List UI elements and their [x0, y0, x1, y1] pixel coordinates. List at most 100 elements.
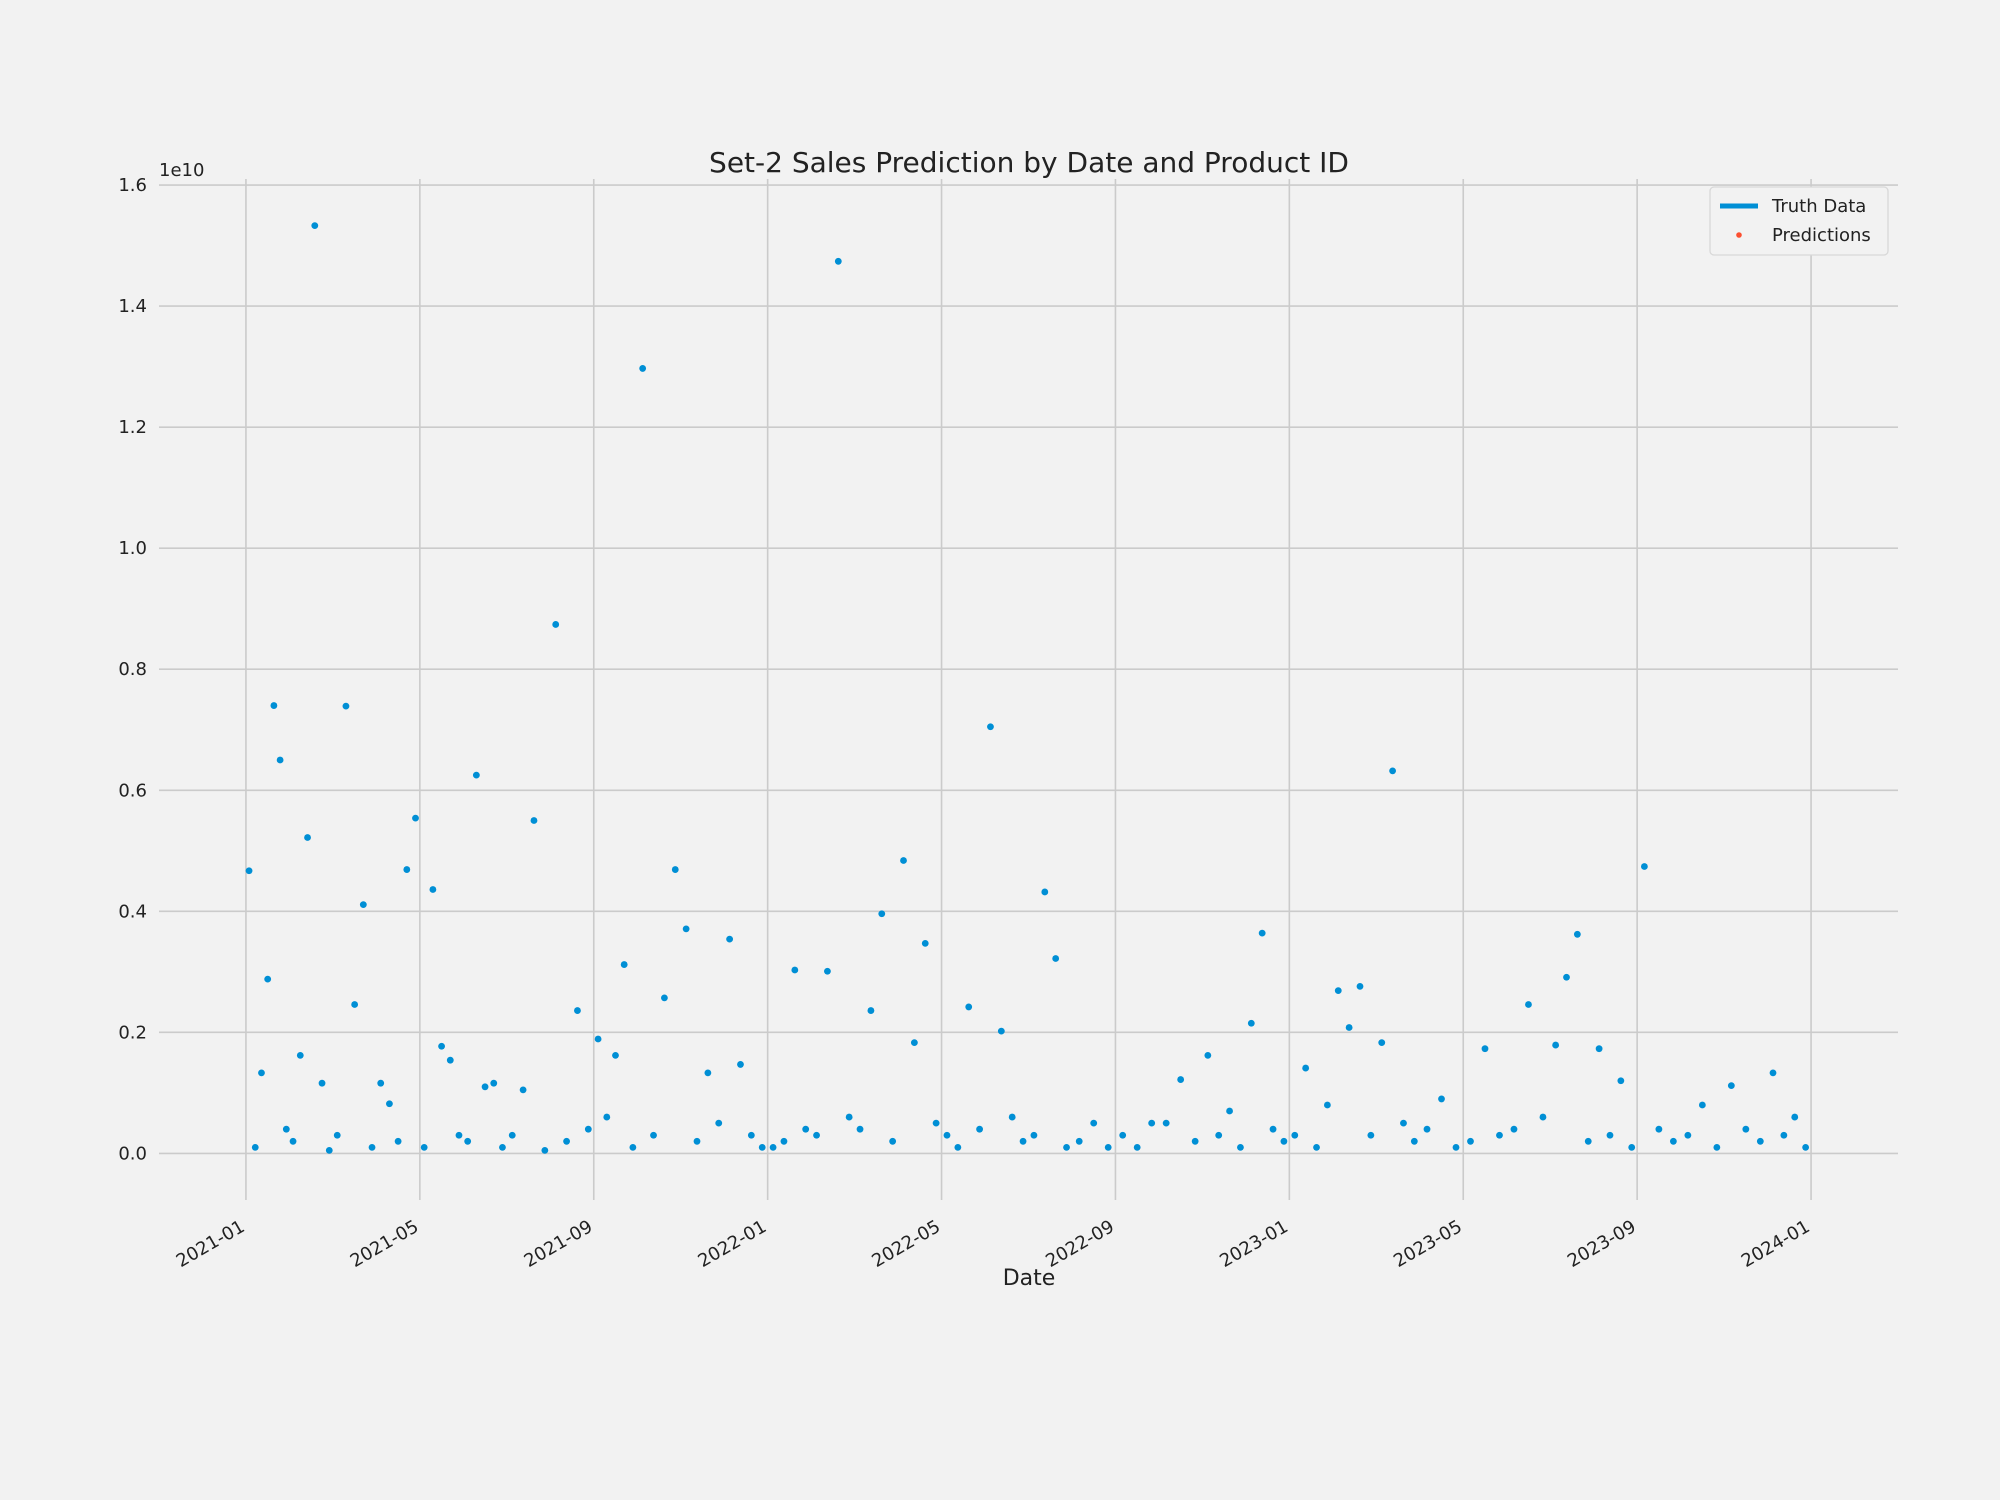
data-point	[1628, 1143, 1636, 1151]
data-point	[1291, 1131, 1299, 1139]
data-point	[1640, 863, 1648, 870]
data-point	[758, 1143, 766, 1151]
data-point	[824, 967, 831, 975]
data-point	[1684, 1131, 1692, 1139]
data-point	[682, 925, 690, 933]
data-point	[671, 866, 679, 873]
data-point	[584, 1125, 592, 1133]
data-point	[780, 1137, 788, 1145]
data-point	[1008, 1113, 1016, 1121]
data-point	[747, 1131, 755, 1139]
data-point	[1780, 1131, 1788, 1139]
data-point	[1400, 1119, 1407, 1127]
data-point	[359, 901, 367, 909]
data-point	[737, 1061, 744, 1068]
data-point	[1367, 1131, 1375, 1139]
data-point	[987, 723, 994, 731]
data-point	[251, 1143, 259, 1151]
data-point	[1655, 1125, 1663, 1133]
data-point	[311, 222, 319, 230]
data-point	[264, 975, 272, 983]
data-point	[1769, 1069, 1777, 1077]
data-point	[650, 1131, 657, 1139]
data-point	[1510, 1125, 1518, 1133]
data-point	[318, 1079, 326, 1087]
data-point	[1467, 1137, 1474, 1145]
data-point	[1133, 1143, 1141, 1151]
data-point	[813, 1131, 820, 1139]
data-point	[1075, 1137, 1083, 1145]
data-point	[878, 910, 886, 918]
data-point	[1119, 1131, 1127, 1139]
data-point	[802, 1125, 810, 1133]
data-point	[603, 1113, 611, 1121]
data-point	[245, 867, 253, 875]
data-point	[932, 1119, 940, 1127]
data-point	[954, 1143, 962, 1151]
data-point	[438, 1042, 445, 1050]
data-point	[1148, 1119, 1156, 1127]
data-point	[1727, 1082, 1735, 1090]
data-point	[508, 1131, 516, 1139]
data-point	[333, 1131, 341, 1139]
data-point	[1563, 973, 1570, 981]
data-point	[1204, 1051, 1212, 1059]
y-tick-label: 1.6	[118, 175, 147, 196]
data-point	[574, 1007, 581, 1014]
data-point	[1539, 1113, 1547, 1121]
data-point	[1215, 1131, 1223, 1139]
data-point	[704, 1069, 712, 1077]
data-point	[1669, 1137, 1677, 1145]
data-point	[368, 1143, 376, 1151]
data-point	[1389, 767, 1397, 775]
data-point	[834, 257, 842, 265]
data-point	[1452, 1143, 1460, 1151]
data-point	[943, 1131, 951, 1139]
data-point	[552, 621, 560, 628]
data-point	[377, 1079, 385, 1087]
data-point	[900, 857, 907, 864]
data-point	[1030, 1131, 1038, 1139]
data-point	[1584, 1137, 1592, 1145]
data-point	[1177, 1076, 1185, 1083]
data-point	[1791, 1113, 1799, 1121]
data-point	[867, 1007, 875, 1014]
data-point	[386, 1100, 393, 1108]
data-point	[910, 1039, 918, 1047]
data-point	[304, 834, 311, 841]
data-point	[429, 886, 437, 893]
legend-swatch	[1736, 232, 1742, 238]
data-point	[1606, 1131, 1614, 1139]
data-point	[1162, 1119, 1170, 1127]
data-point	[1573, 930, 1581, 938]
legend: Truth Data Predictions	[1709, 186, 1889, 256]
data-point	[1090, 1119, 1098, 1127]
data-point	[412, 814, 419, 822]
data-point	[481, 1083, 489, 1091]
data-point	[325, 1146, 333, 1154]
data-point	[1191, 1137, 1199, 1145]
data-point	[1713, 1143, 1721, 1151]
data-point	[1756, 1137, 1764, 1145]
data-point	[1302, 1064, 1310, 1072]
data-point	[1481, 1045, 1489, 1053]
data-point	[1269, 1125, 1277, 1133]
y-tick-label: 1.0	[118, 538, 147, 559]
data-point	[715, 1119, 723, 1127]
data-point	[1742, 1125, 1750, 1133]
y-tick-label: 1.4	[118, 296, 147, 317]
y-tick-label: 0.2	[118, 1022, 147, 1043]
data-point	[1041, 888, 1049, 896]
data-point	[530, 817, 538, 824]
y-tick-label: 1.2	[118, 417, 147, 438]
data-point	[1356, 982, 1364, 990]
data-point	[1345, 1024, 1353, 1031]
data-point	[289, 1137, 297, 1145]
y-tick-label: 0.0	[118, 1143, 147, 1164]
data-point	[1313, 1143, 1320, 1151]
legend-label: Truth Data	[1771, 196, 1866, 217]
data-point	[258, 1069, 265, 1077]
data-point	[519, 1086, 527, 1094]
data-point	[1410, 1137, 1418, 1145]
